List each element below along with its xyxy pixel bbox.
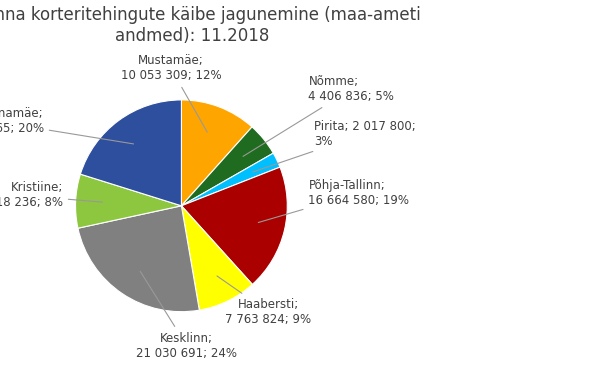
Text: Nõmme;
4 406 836; 5%: Nõmme; 4 406 836; 5%: [243, 75, 394, 156]
Wedge shape: [181, 153, 280, 206]
Text: Kristiine;
7 118 236; 8%: Kristiine; 7 118 236; 8%: [0, 181, 103, 209]
Wedge shape: [181, 100, 252, 206]
Wedge shape: [181, 167, 287, 285]
Title: Tallinna korteritehingute käibe jagunemine (maa-ameti
andmed): 11.2018: Tallinna korteritehingute käibe jagunemi…: [0, 6, 421, 45]
Text: Pirita; 2 017 800;
3%: Pirita; 2 017 800; 3%: [253, 120, 416, 172]
Text: Mustamäe;
10 053 309; 12%: Mustamäe; 10 053 309; 12%: [121, 54, 221, 132]
Text: Haabersti;
7 763 824; 9%: Haabersti; 7 763 824; 9%: [217, 276, 311, 326]
Wedge shape: [78, 206, 199, 312]
Wedge shape: [181, 127, 273, 206]
Wedge shape: [76, 174, 181, 228]
Wedge shape: [80, 100, 181, 206]
Text: Lasnamäe;
17 444 965; 20%: Lasnamäe; 17 444 965; 20%: [0, 107, 134, 144]
Text: Kesklinn;
21 030 691; 24%: Kesklinn; 21 030 691; 24%: [136, 271, 237, 359]
Text: Põhja-Tallinn;
16 664 580; 19%: Põhja-Tallinn; 16 664 580; 19%: [258, 179, 409, 223]
Wedge shape: [181, 206, 253, 310]
